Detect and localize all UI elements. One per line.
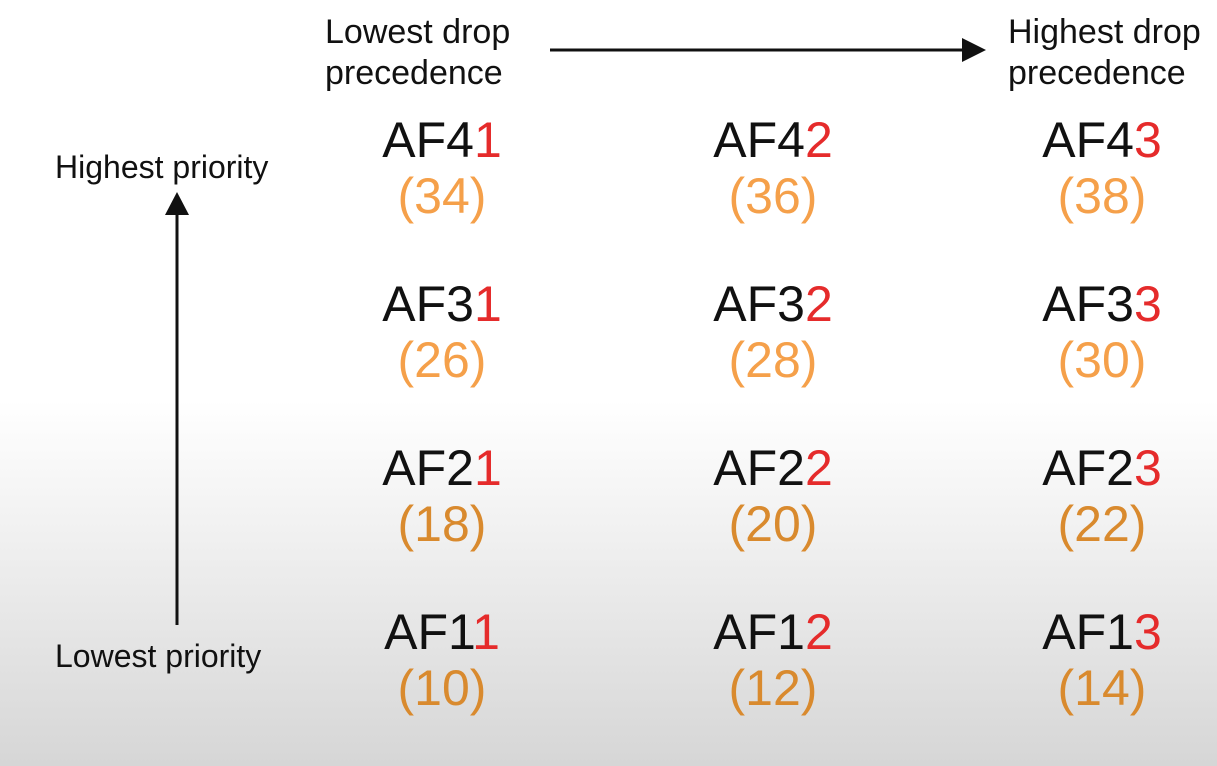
highest-drop-line-2: precedence <box>1008 54 1186 92</box>
af-class-cell: AF21 (18) <box>332 440 552 552</box>
af-class-name: AF23 <box>992 440 1212 496</box>
lowest-priority-label: Lowest priority <box>55 638 262 674</box>
af-drop-digit: 1 <box>473 276 502 332</box>
af-class-cell: AF33 (30) <box>992 276 1212 388</box>
af-class-name: AF13 <box>992 604 1212 660</box>
af-class-name: AF32 <box>663 276 883 332</box>
af-drop-digit: 3 <box>1133 604 1162 660</box>
af-class-name: AF42 <box>663 112 883 168</box>
dscp-value: (38) <box>1057 168 1147 224</box>
af-drop-digit: 2 <box>804 604 833 660</box>
af-class-prefix: AF3 <box>713 276 805 332</box>
af-class-cell: AF43 (38) <box>992 112 1212 224</box>
dscp-value: (36) <box>728 168 818 224</box>
af-class-cell: AF42 (36) <box>663 112 883 224</box>
af-class-prefix: AF4 <box>713 112 805 168</box>
af-class-prefix: AF1 <box>1042 604 1134 660</box>
af-class-name: AF12 <box>663 604 883 660</box>
af-drop-digit: 3 <box>1133 440 1162 496</box>
af-class-prefix: AF2 <box>713 440 805 496</box>
dscp-value: (28) <box>728 332 818 388</box>
dscp-value: (30) <box>1057 332 1147 388</box>
dscp-value: (34) <box>397 168 487 224</box>
dscp-value: (12) <box>728 660 818 716</box>
dscp-value: (18) <box>397 496 487 552</box>
af-class-cell: AF12 (12) <box>663 604 883 716</box>
dscp-value: (26) <box>397 332 487 388</box>
dscp-value: (14) <box>1057 660 1147 716</box>
af-class-name: AF11 <box>332 604 552 660</box>
af-class-prefix: AF1 <box>713 604 805 660</box>
lowest-drop-line-1: Lowest drop <box>325 13 511 51</box>
highest-drop-line-1: Highest drop <box>1008 13 1201 51</box>
drop-precedence-arrow <box>550 38 986 62</box>
af-class-prefix: AF3 <box>382 276 474 332</box>
lowest-drop-precedence-label: Lowest drop precedence <box>325 12 510 94</box>
dscp-value: (10) <box>397 660 487 716</box>
af-drop-digit: 2 <box>804 276 833 332</box>
dscp-value: (22) <box>1057 496 1147 552</box>
highest-priority-label: Highest priority <box>55 149 269 185</box>
af-drop-digit: 1 <box>473 440 502 496</box>
af-drop-digit: 1 <box>472 604 500 660</box>
af-class-cell: AF22 (20) <box>663 440 883 552</box>
af-drop-digit: 3 <box>1133 112 1162 168</box>
af-class-cell: AF41 (34) <box>332 112 552 224</box>
af-drop-digit: 2 <box>804 112 833 168</box>
af-class-cell: AF31 (26) <box>332 276 552 388</box>
af-class-prefix: AF4 <box>1042 112 1134 168</box>
af-class-prefix: AF2 <box>1042 440 1134 496</box>
priority-arrow <box>165 192 189 625</box>
af-class-name: AF33 <box>992 276 1212 332</box>
af-class-name: AF21 <box>332 440 552 496</box>
af-class-cell: AF32 (28) <box>663 276 883 388</box>
highest-drop-precedence-label: Highest drop precedence <box>1008 12 1201 94</box>
dscp-value: (20) <box>728 496 818 552</box>
af-class-name: AF22 <box>663 440 883 496</box>
af-drop-digit: 2 <box>804 440 833 496</box>
af-class-name: AF43 <box>992 112 1212 168</box>
af-class-prefix: AF1 <box>384 604 473 660</box>
af-class-name: AF41 <box>332 112 552 168</box>
lowest-drop-line-2: precedence <box>325 54 503 92</box>
af-class-prefix: AF2 <box>382 440 474 496</box>
af-class-name: AF31 <box>332 276 552 332</box>
af-class-prefix: AF3 <box>1042 276 1134 332</box>
af-drop-digit: 1 <box>473 112 502 168</box>
af-drop-digit: 3 <box>1133 276 1162 332</box>
af-class-cell: AF13 (14) <box>992 604 1212 716</box>
af-class-cell: AF11 (10) <box>332 604 552 716</box>
af-class-prefix: AF4 <box>382 112 474 168</box>
af-class-cell: AF23 (22) <box>992 440 1212 552</box>
